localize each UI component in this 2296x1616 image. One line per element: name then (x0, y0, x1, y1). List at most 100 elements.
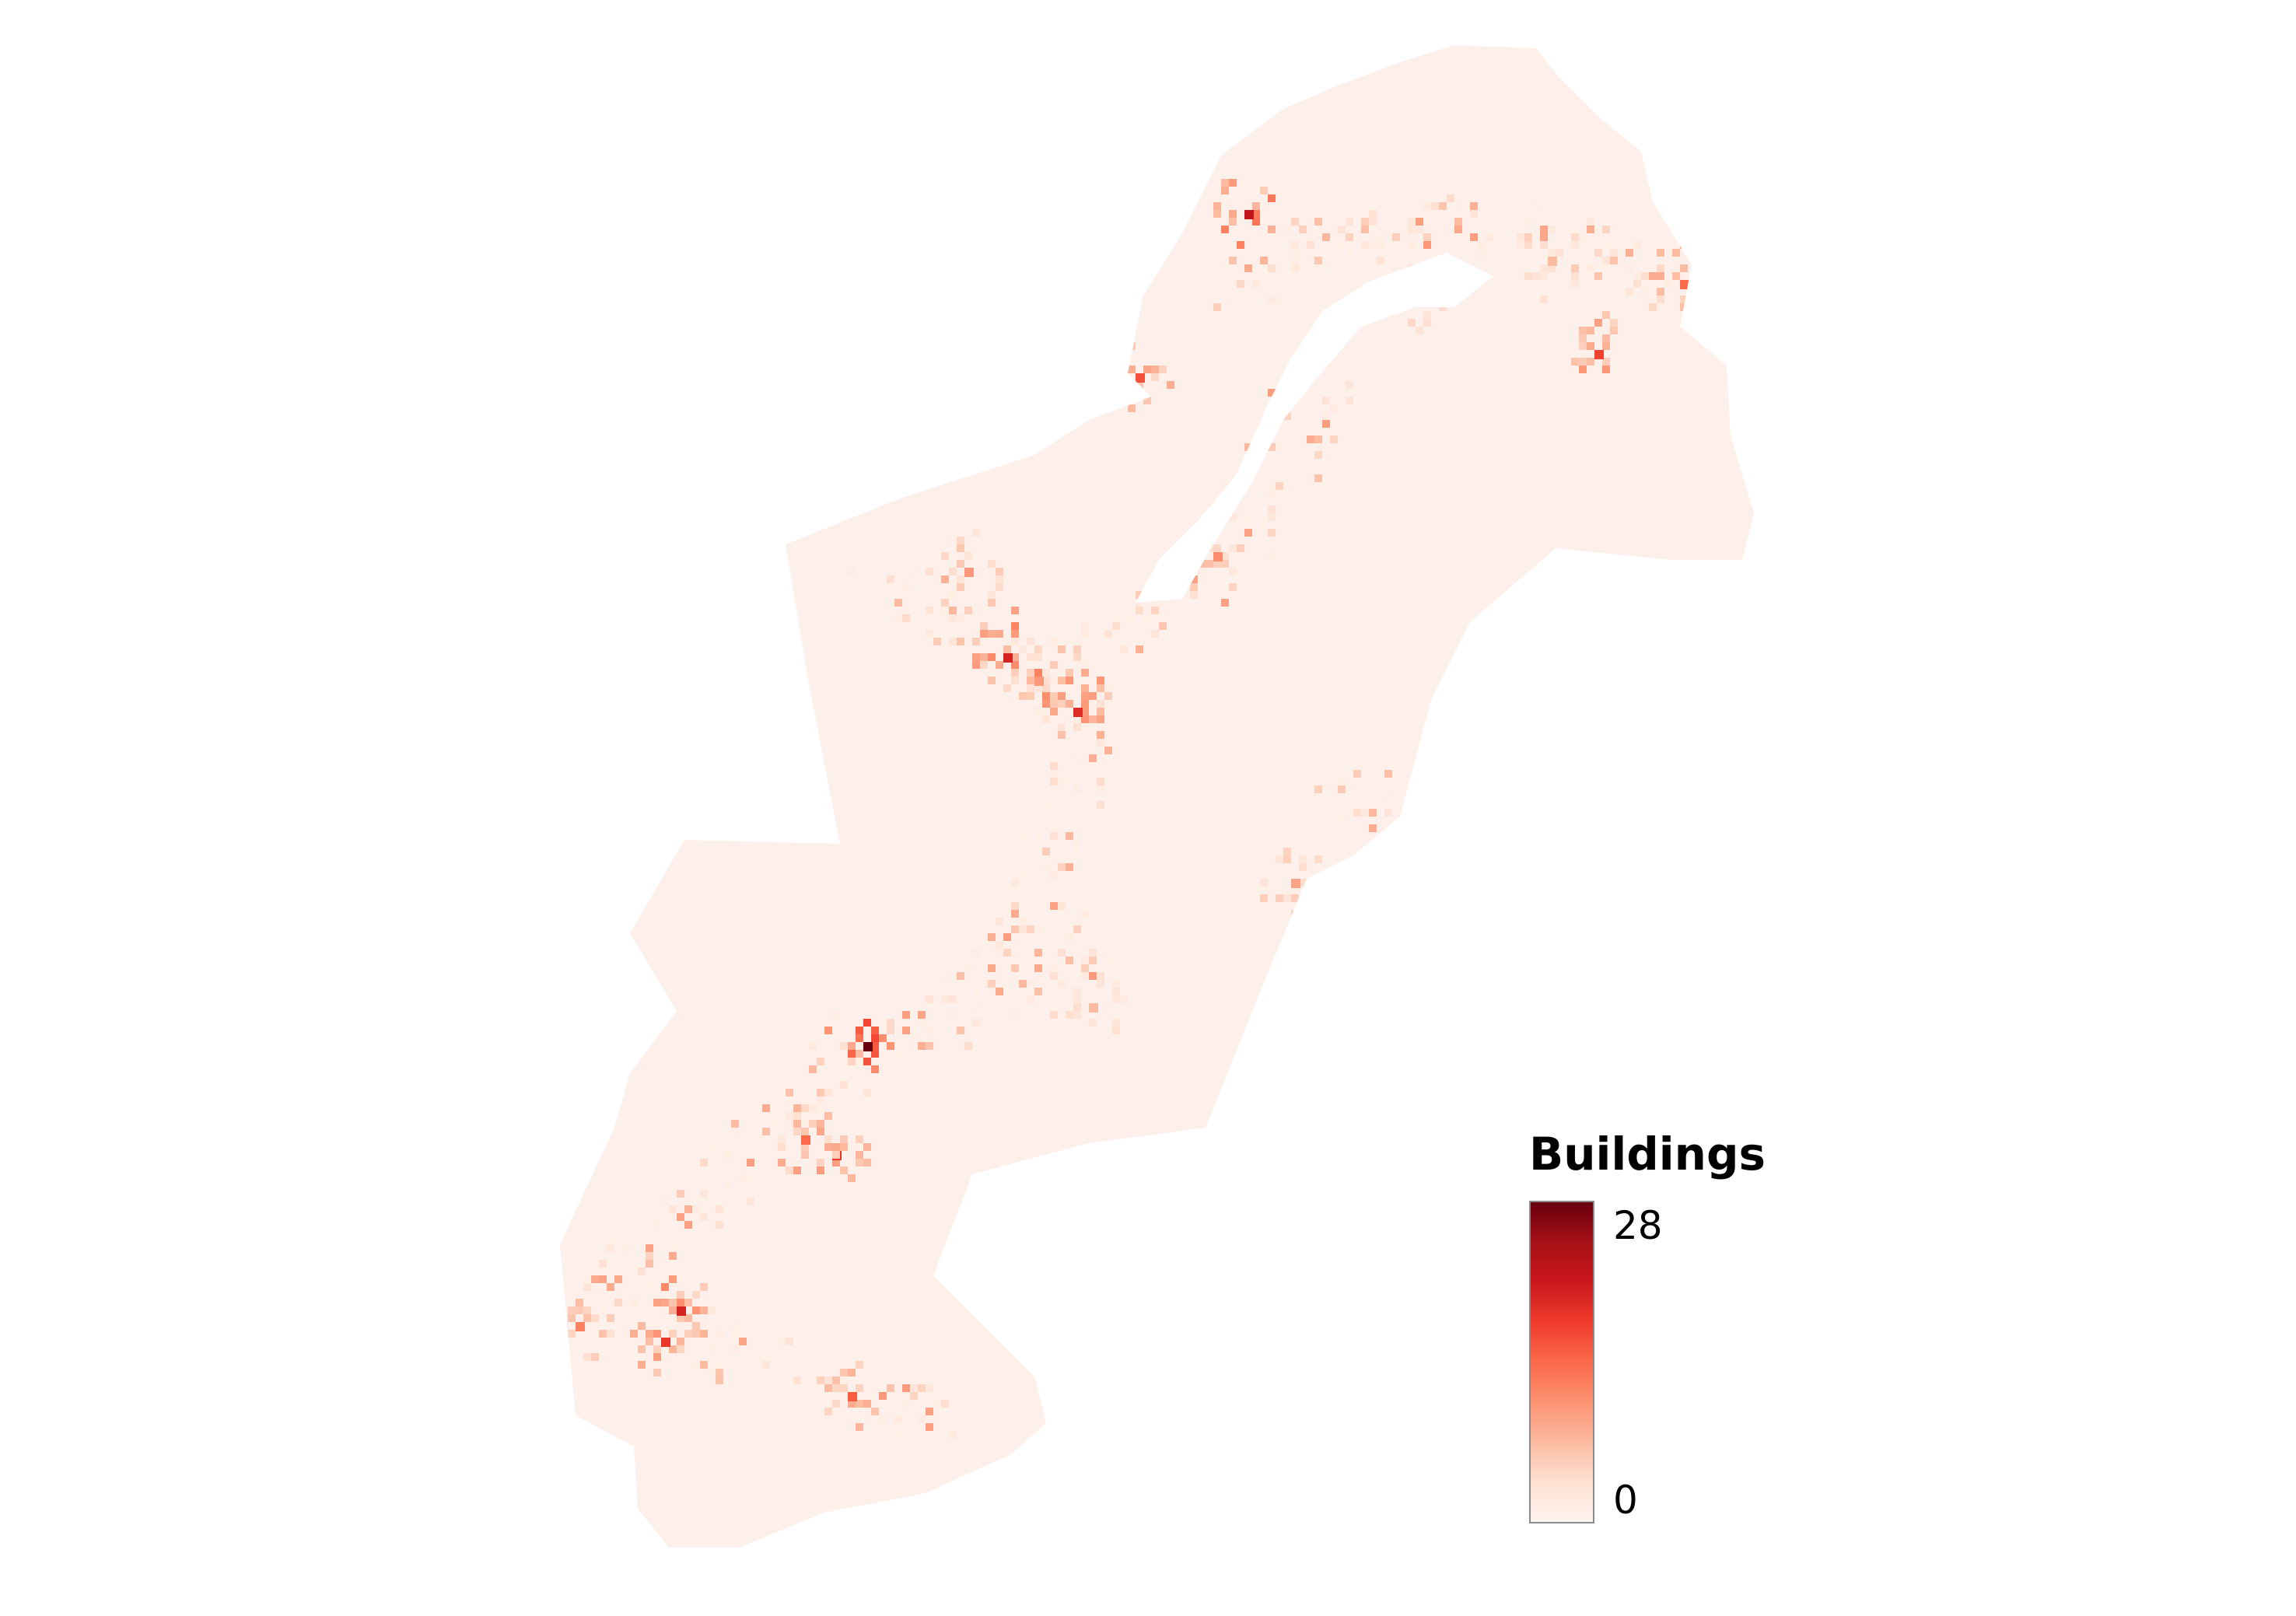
hotspot-halo-cell (1128, 381, 1136, 389)
density-cell (910, 1384, 918, 1392)
density-cell (1136, 591, 1143, 599)
hotspot-halo-cell (1221, 187, 1229, 194)
hotspot-halo-cell (1143, 366, 1151, 373)
density-cell (599, 1306, 607, 1314)
density-cell (1454, 226, 1462, 233)
density-cell (1050, 972, 1058, 980)
hotspot-halo-cell (1423, 311, 1431, 319)
density-cell (1602, 241, 1610, 249)
hotspot-halo-cell (1027, 692, 1034, 700)
density-cell (1081, 661, 1089, 669)
density-cell (1237, 280, 1244, 288)
hotspot-cell (1034, 677, 1044, 686)
density-cell (1104, 630, 1112, 638)
hotspot-halo-cell (1151, 373, 1159, 381)
density-cell (1571, 241, 1579, 249)
density-cell (1291, 257, 1299, 264)
legend-max-label: 28 (1613, 1203, 1663, 1248)
density-cell (809, 1042, 817, 1050)
density-cell (1268, 513, 1276, 521)
density-cell (902, 1400, 910, 1408)
density-cell (1097, 785, 1104, 793)
hotspot-halo-cell (1097, 684, 1104, 692)
density-cell (1626, 249, 1633, 257)
density-cell (1244, 443, 1252, 451)
density-cell (840, 1369, 848, 1376)
density-cell (1252, 280, 1260, 288)
hotspot-halo-cell (1097, 677, 1104, 684)
density-cell (661, 1198, 669, 1205)
density-cell (1050, 871, 1058, 879)
density-cell (1034, 964, 1042, 972)
density-cell (552, 1314, 560, 1322)
hotspot-halo-cell (871, 1065, 879, 1073)
density-cell (1073, 723, 1081, 731)
density-cell (1314, 257, 1322, 264)
hotspot-halo-cell (848, 1042, 856, 1050)
density-cell (918, 1042, 926, 1050)
density-cell (708, 1306, 716, 1314)
density-cell (1097, 801, 1104, 809)
hotspot-halo-cell (1213, 544, 1221, 552)
hotspot-halo-cell (848, 1400, 856, 1408)
hotspot-cell (801, 1135, 810, 1145)
hotspot-halo-cell (1579, 327, 1587, 334)
hotspot-halo-cell (653, 1299, 661, 1306)
density-cell (1540, 226, 1548, 233)
density-cell (700, 1306, 708, 1314)
hotspot-halo-cell (677, 1291, 684, 1299)
density-cell (1159, 622, 1167, 630)
hotspot-halo-cell (1112, 373, 1120, 381)
density-cell (747, 1159, 754, 1167)
density-cell (684, 1205, 692, 1213)
hotspot-halo-cell (669, 1306, 677, 1314)
hotspot-halo-cell (793, 1104, 801, 1112)
hotspot-halo-cell (1283, 848, 1291, 855)
density-cell (1346, 397, 1353, 404)
density-cell (1268, 296, 1276, 303)
density-cell (910, 568, 918, 575)
density-cell (1602, 257, 1610, 264)
hotspot-halo-cell (692, 1306, 700, 1314)
density-cell (1377, 887, 1384, 894)
density-cell (1276, 443, 1283, 451)
density-cell (1073, 653, 1081, 661)
density-cell (964, 964, 972, 972)
hotspot-halo-cell (1696, 288, 1703, 296)
hotspot-halo-cell (988, 653, 996, 661)
hotspot-cell (863, 1042, 873, 1051)
hotspot-halo-cell (1128, 342, 1136, 350)
density-cell (1089, 692, 1097, 700)
hotspot-halo-cell (1143, 397, 1151, 404)
density-cell (996, 661, 1003, 669)
density-cell (926, 630, 933, 638)
density-cell (1416, 218, 1423, 226)
hotspot-halo-cell (1571, 272, 1579, 280)
density-cell (1423, 241, 1431, 249)
density-cell (1034, 832, 1042, 840)
density-cell (1019, 918, 1027, 925)
hotspot-halo-cell (1050, 661, 1058, 669)
density-cell (723, 1167, 731, 1174)
hotspot-halo-cell (669, 1299, 677, 1306)
density-cell (1408, 226, 1416, 233)
hotspot-halo-cell (1696, 288, 1703, 296)
density-cell (801, 1120, 809, 1128)
density-cell (1229, 257, 1237, 264)
density-cell (918, 1019, 926, 1027)
density-cell (1322, 397, 1330, 404)
density-cell (1361, 855, 1369, 863)
hotspot-halo-cell (832, 1143, 840, 1151)
hotspot-halo-cell (607, 1314, 614, 1322)
density-cell (902, 1011, 910, 1019)
density-cell (1104, 684, 1112, 692)
hotspot-halo-cell (817, 1128, 824, 1135)
density-cell (1276, 296, 1283, 303)
density-cell (980, 661, 988, 669)
density-cell (1540, 241, 1548, 249)
density-cell (1027, 925, 1034, 933)
density-cell (1369, 210, 1377, 218)
hotspot-halo-cell (1571, 280, 1579, 288)
hotspot-halo-cell (1252, 218, 1260, 226)
density-cell (1151, 599, 1159, 607)
